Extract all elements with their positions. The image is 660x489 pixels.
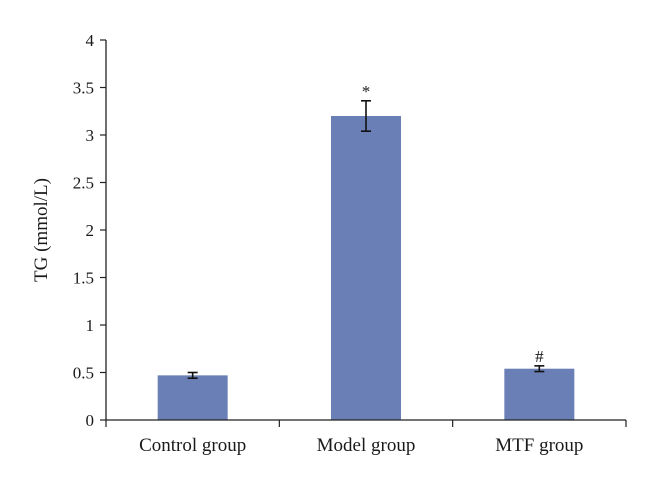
y-tick-label: 1.5: [73, 269, 94, 288]
x-category-label: MTF group: [495, 435, 583, 456]
bar: [331, 116, 401, 420]
y-axis-title: TG (mmol/L): [31, 178, 52, 282]
y-tick-label: 1: [86, 316, 95, 335]
y-tick-label: 0.5: [73, 364, 94, 383]
bar: [504, 368, 575, 420]
x-category-label: Model group: [317, 435, 416, 456]
y-tick-label: 3: [86, 126, 95, 145]
y-tick-label: 4: [86, 31, 95, 50]
y-axis-ticks: 0 0.5 1 1.5 2 2.5 3 3.5 4: [73, 31, 106, 430]
x-axis-categories: Control group Model group MTF group: [139, 435, 583, 456]
y-tick-label: 2: [86, 221, 95, 240]
bar: [157, 375, 228, 420]
significance-marker: *: [362, 82, 371, 101]
y-tick-label: 3.5: [73, 79, 94, 98]
y-tick-label: 0: [86, 411, 95, 430]
x-category-label: Control group: [139, 435, 246, 456]
y-tick-label: 2.5: [73, 174, 94, 193]
bars: *#: [157, 82, 575, 420]
axes: [105, 40, 627, 427]
significance-marker: #: [535, 347, 544, 366]
